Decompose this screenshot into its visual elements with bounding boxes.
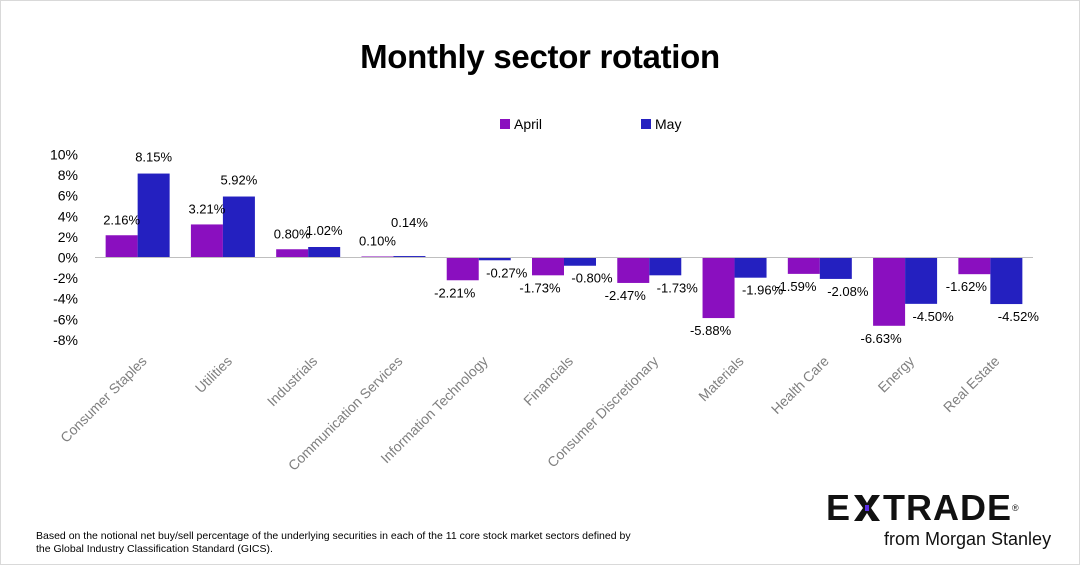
etrade-logo: E TRADE® from Morgan Stanley (826, 490, 1056, 550)
y-tick-label: 0% (58, 250, 78, 266)
logo-subtitle: from Morgan Stanley (884, 529, 1052, 549)
bar-april (873, 257, 906, 326)
bar-april (958, 257, 991, 275)
x-tick-label: Health Care (768, 353, 832, 417)
bar-april (446, 257, 479, 281)
data-label-may: -4.50% (912, 309, 954, 324)
y-tick-label: -4% (53, 291, 78, 307)
logo-x-icon (854, 495, 881, 521)
x-tick-label: Real Estate (940, 353, 1003, 416)
data-label-may: -1.96% (742, 283, 784, 298)
bar-april (105, 235, 138, 258)
legend-swatch-may (641, 119, 651, 129)
data-label-may: 1.02% (306, 223, 343, 238)
bar-april (532, 257, 564, 276)
data-label-april: 2.16% (103, 212, 140, 227)
y-tick-label: -8% (53, 332, 78, 348)
bar-may (137, 173, 170, 258)
logo-registered: ® (1012, 503, 1020, 513)
x-tick-label: Energy (875, 353, 918, 396)
data-label-april: -2.47% (605, 288, 647, 303)
y-tick-label: 2% (58, 229, 78, 245)
bar-may (905, 257, 938, 304)
x-tick-label: Financials (520, 353, 576, 409)
data-label-may: -0.27% (486, 265, 528, 280)
data-label-april: -2.21% (434, 285, 476, 300)
bar-may (222, 196, 255, 258)
logo-e: E (826, 487, 852, 528)
data-label-may: -2.08% (827, 284, 869, 299)
y-tick-label: 10% (50, 147, 78, 163)
data-label-april: 0.80% (274, 226, 311, 241)
data-label-may: -1.73% (657, 280, 699, 295)
y-tick-label: 4% (58, 208, 78, 224)
footnote: Based on the notional net buy/sell perce… (36, 530, 631, 555)
bar-may (819, 257, 852, 279)
data-label-april: -1.62% (946, 279, 988, 294)
data-label-april: 3.21% (188, 201, 225, 216)
bar-may (393, 256, 426, 258)
data-label-may: 8.15% (135, 150, 172, 165)
data-label-may: 5.92% (220, 173, 257, 188)
x-tick-label: Industrials (264, 353, 320, 409)
legend-label: May (655, 116, 681, 132)
y-tick-label: 6% (58, 188, 78, 204)
bar-may (308, 246, 341, 258)
x-tick-label: Utilities (192, 353, 235, 396)
bar-april (617, 257, 650, 283)
logo-trade: TRADE (883, 487, 1013, 528)
bar-april (361, 256, 394, 258)
y-tick-label: -2% (53, 270, 78, 286)
data-label-april: -5.88% (690, 323, 732, 338)
x-tick-label: Consumer Staples (57, 353, 150, 446)
y-tick-label: -6% (53, 311, 78, 327)
bar-april (190, 224, 223, 258)
data-label-may: 0.14% (391, 215, 428, 230)
data-label-may: -0.80% (571, 271, 613, 286)
legend-label: April (514, 116, 542, 132)
data-label-april: -1.59% (775, 279, 817, 294)
x-tick-label: Materials (695, 353, 746, 404)
bar-may (734, 257, 767, 278)
legend-swatch-april (500, 119, 510, 129)
data-label-april: -1.73% (519, 280, 561, 295)
bar-may (478, 257, 511, 261)
bar-april (787, 257, 820, 274)
bar-may (564, 257, 596, 266)
logo-wordmark: E TRADE® (826, 490, 1056, 526)
bar-april (276, 249, 309, 258)
bar-may (990, 257, 1023, 305)
data-label-may: -4.52% (998, 309, 1040, 324)
bar-may (649, 257, 682, 276)
data-label-april: 0.10% (359, 233, 396, 248)
data-label-april: -6.63% (860, 331, 902, 346)
bar-april (702, 257, 735, 319)
y-tick-label: 8% (58, 167, 78, 183)
chart-title: Monthly sector rotation (360, 38, 720, 75)
